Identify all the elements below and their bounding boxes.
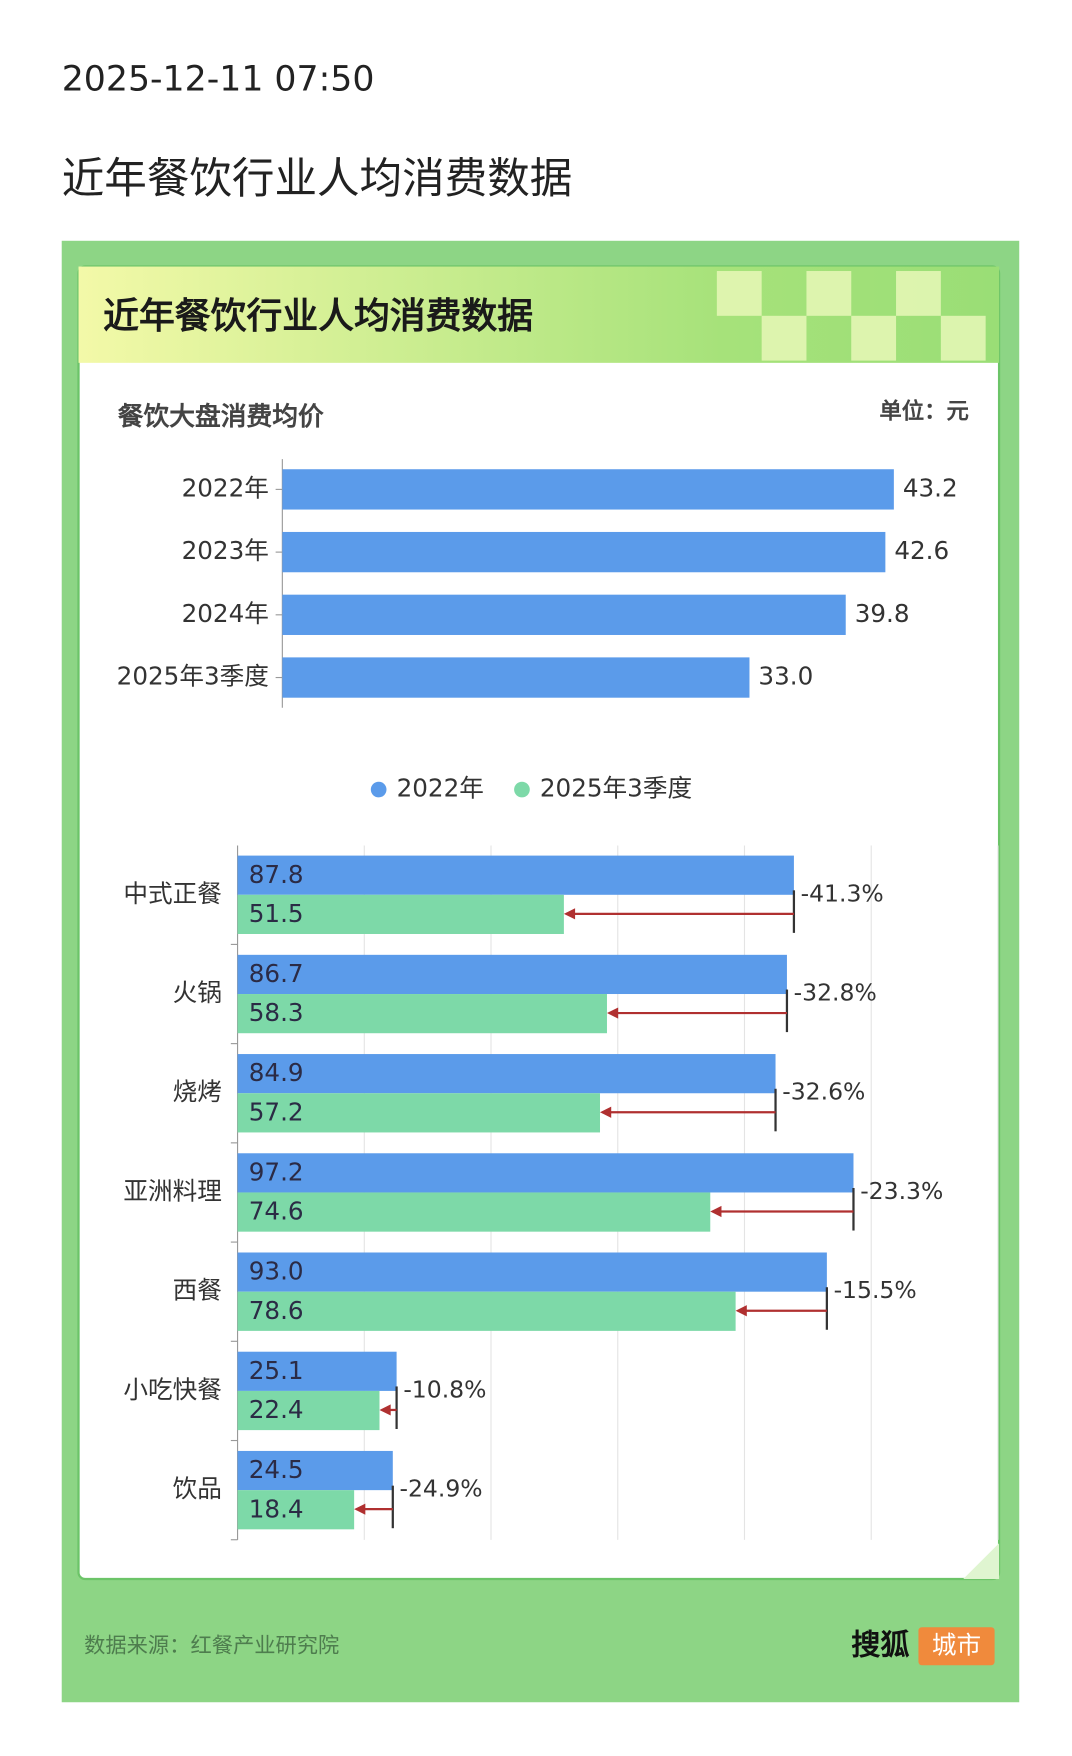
category-label: 西餐 xyxy=(173,1276,222,1305)
bar xyxy=(282,531,886,573)
chart-title: 餐饮大盘消费均价 xyxy=(118,401,324,432)
bar xyxy=(237,1252,827,1292)
category-label: 火锅 xyxy=(173,978,222,1007)
bar xyxy=(282,469,894,510)
arrow-head xyxy=(735,1305,747,1317)
legend-label: 2022年 xyxy=(397,774,484,803)
value-label: 84.9 xyxy=(249,1058,304,1087)
logo: 搜狐 xyxy=(851,1627,909,1661)
checker xyxy=(716,271,986,361)
change-label: -10.8% xyxy=(403,1375,486,1403)
change-label: -32.8% xyxy=(794,979,877,1007)
bar xyxy=(282,657,750,698)
value-label: 87.8 xyxy=(249,860,304,889)
bar xyxy=(237,1490,355,1530)
legend-marker xyxy=(370,781,387,798)
value-label: 78.6 xyxy=(249,1296,304,1325)
legend-marker xyxy=(514,781,530,798)
change-label: -24.9% xyxy=(400,1475,483,1503)
bar xyxy=(237,1450,393,1491)
bar xyxy=(237,1390,380,1431)
change-label: -15.5% xyxy=(834,1276,917,1304)
category-label: 中式正餐 xyxy=(123,879,222,908)
value-label: 58.3 xyxy=(249,998,304,1027)
card-title: 近年餐饮行业人均消费数据 xyxy=(103,296,533,337)
page-curl xyxy=(963,1543,1000,1580)
change-label: -32.6% xyxy=(782,1078,865,1106)
legend-label: 2025年3季度 xyxy=(540,774,692,803)
value-label: 24.5 xyxy=(249,1455,304,1484)
bar xyxy=(237,855,794,895)
category-label: 烧烤 xyxy=(173,1077,222,1106)
source: 数据来源：红餐产业研究院 xyxy=(84,1633,339,1658)
change-label: -41.3% xyxy=(801,879,884,907)
value-label: 57.2 xyxy=(249,1097,304,1126)
unit-label: 单位：元 xyxy=(879,398,969,425)
value-label: 93.0 xyxy=(249,1257,304,1286)
bar xyxy=(282,594,846,635)
bar xyxy=(237,1093,601,1133)
value-label: 22.4 xyxy=(249,1395,304,1424)
value-label: 18.4 xyxy=(249,1494,304,1523)
category-label: 小吃快餐 xyxy=(123,1375,222,1404)
arrow-head xyxy=(563,908,576,920)
category-label: 2024年 xyxy=(182,599,269,628)
value-label: 33.0 xyxy=(758,662,813,691)
bar xyxy=(237,894,564,934)
timestamp: 2025-12-11 07:50 xyxy=(62,60,375,100)
arrow-head xyxy=(354,1503,366,1515)
bar xyxy=(237,1291,736,1331)
category-label: 饮品 xyxy=(173,1474,222,1503)
arrow-head xyxy=(600,1106,612,1118)
category-label: 2022年 xyxy=(182,473,269,502)
category-label: 2023年 xyxy=(182,536,269,565)
value-label: 86.7 xyxy=(249,959,304,988)
change-label: -23.3% xyxy=(860,1177,943,1205)
value-label: 42.6 xyxy=(894,536,949,565)
logo-tag-box xyxy=(918,1627,995,1666)
value-label: 39.8 xyxy=(855,599,910,628)
bar xyxy=(237,1192,711,1232)
arrow-head xyxy=(606,1007,619,1019)
arrow-head xyxy=(379,1404,391,1416)
bar xyxy=(237,1054,776,1094)
value-label: 74.6 xyxy=(249,1197,304,1226)
value-label: 25.1 xyxy=(249,1356,304,1385)
category-label: 亚洲料理 xyxy=(123,1176,222,1205)
bar xyxy=(237,954,787,995)
bar xyxy=(237,994,607,1034)
category-label: 2025年3季度 xyxy=(117,662,269,691)
value-label: 51.5 xyxy=(249,899,304,928)
bar xyxy=(237,1153,854,1193)
logo-tag: 城市 xyxy=(932,1630,981,1659)
bar xyxy=(237,1351,397,1391)
page-title: 近年餐饮行业人均消费数据 xyxy=(62,155,573,204)
value-label: 43.2 xyxy=(903,473,958,502)
value-label: 97.2 xyxy=(249,1157,304,1186)
arrow-head xyxy=(710,1205,722,1218)
